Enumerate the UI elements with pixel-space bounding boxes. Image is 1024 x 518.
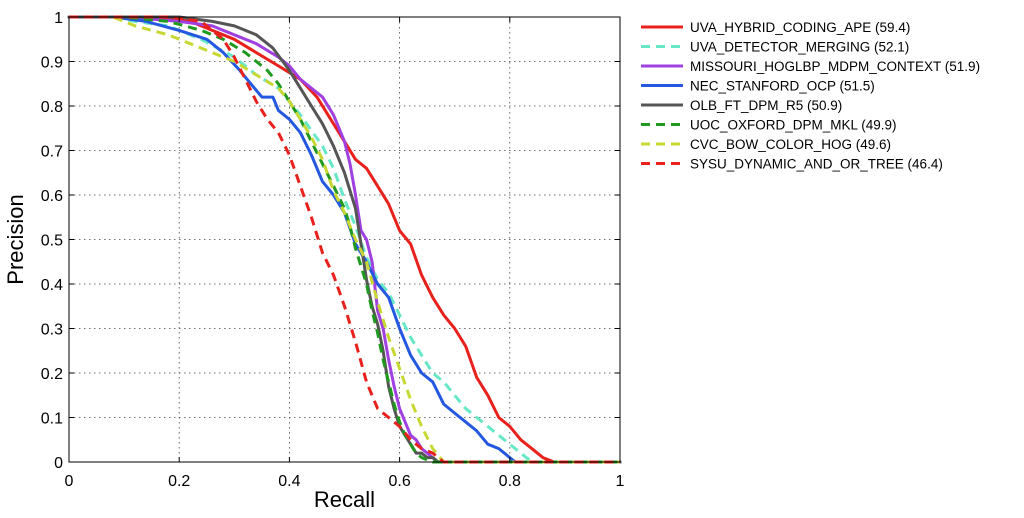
y-tick-label: 0.1 <box>41 411 63 428</box>
legend-label: UVA_HYBRID_CODING_APE (59.4) <box>690 20 910 35</box>
x-tick-label: 0.8 <box>499 473 521 490</box>
legend-label: MISSOURI_HOGLBP_MDPM_CONTEXT (51.9) <box>690 59 980 74</box>
y-tick-label: 0.6 <box>41 188 63 205</box>
y-tick-label: 0.2 <box>41 366 63 383</box>
grid <box>68 16 621 463</box>
legend-label: OLB_FT_DPM_R5 (50.9) <box>690 98 842 113</box>
series-line-4 <box>67 15 622 464</box>
y-tick-label: 0 <box>54 455 63 472</box>
legend-label: UOC_OXFORD_DPM_MKL (49.9) <box>690 118 897 133</box>
series-line-7 <box>69 15 620 464</box>
legend-label: NEC_STANFORD_OCP (51.5) <box>690 79 875 94</box>
legend-label: CVC_BOW_COLOR_HOG (49.6) <box>690 137 891 152</box>
y-axis-label: Precision <box>3 194 28 284</box>
axis-ticks: 0 0.2 0.4 0.6 0.8 1 0 0.1 0.2 0.3 0.4 0.5 0.6 0.7 0.8 0… <box>41 10 625 490</box>
x-tick-label: 1 <box>616 473 625 490</box>
y-tick-label: 0.4 <box>41 277 63 294</box>
y-tick-label: 1 <box>54 10 63 27</box>
series-lines <box>67 15 622 464</box>
x-tick-label: 0 <box>65 473 74 490</box>
x-tick-label: 0.4 <box>278 473 300 490</box>
legend: UVA_HYBRID_CODING_APE (59.4) UVA_DETECTOR… <box>641 20 980 172</box>
y-tick-label: 0.3 <box>41 322 63 339</box>
y-tick-label: 0.9 <box>41 55 63 72</box>
y-tick-label: 0.5 <box>41 233 63 250</box>
x-tick-label: 0.2 <box>168 473 190 490</box>
y-tick-label: 0.7 <box>41 144 63 161</box>
series-line-5 <box>69 15 620 464</box>
y-tick-label: 0.8 <box>41 99 63 116</box>
series-line-0 <box>67 15 622 464</box>
series-line-6 <box>69 15 620 464</box>
x-tick-label: 0.6 <box>388 473 410 490</box>
series-line-1 <box>69 15 620 464</box>
legend-label: UVA_DETECTOR_MERGING (52.1) <box>690 40 909 55</box>
series-line-2 <box>67 15 622 464</box>
x-axis-label: Recall <box>314 487 375 512</box>
legend-label: SYSU_DYNAMIC_AND_OR_TREE (46.4) <box>690 157 943 172</box>
